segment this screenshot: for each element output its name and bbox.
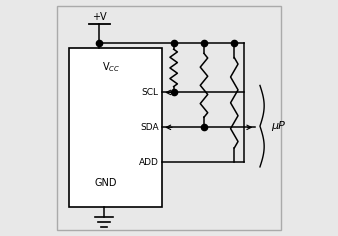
Text: SDA: SDA (140, 123, 159, 132)
Text: V$_{CC}$: V$_{CC}$ (102, 60, 120, 74)
Text: GND: GND (95, 178, 117, 188)
Text: +V: +V (92, 12, 106, 21)
Text: ADD: ADD (139, 158, 159, 167)
Bar (69, 48, 162, 207)
Text: μP: μP (271, 121, 285, 131)
Text: SCL: SCL (142, 88, 159, 97)
